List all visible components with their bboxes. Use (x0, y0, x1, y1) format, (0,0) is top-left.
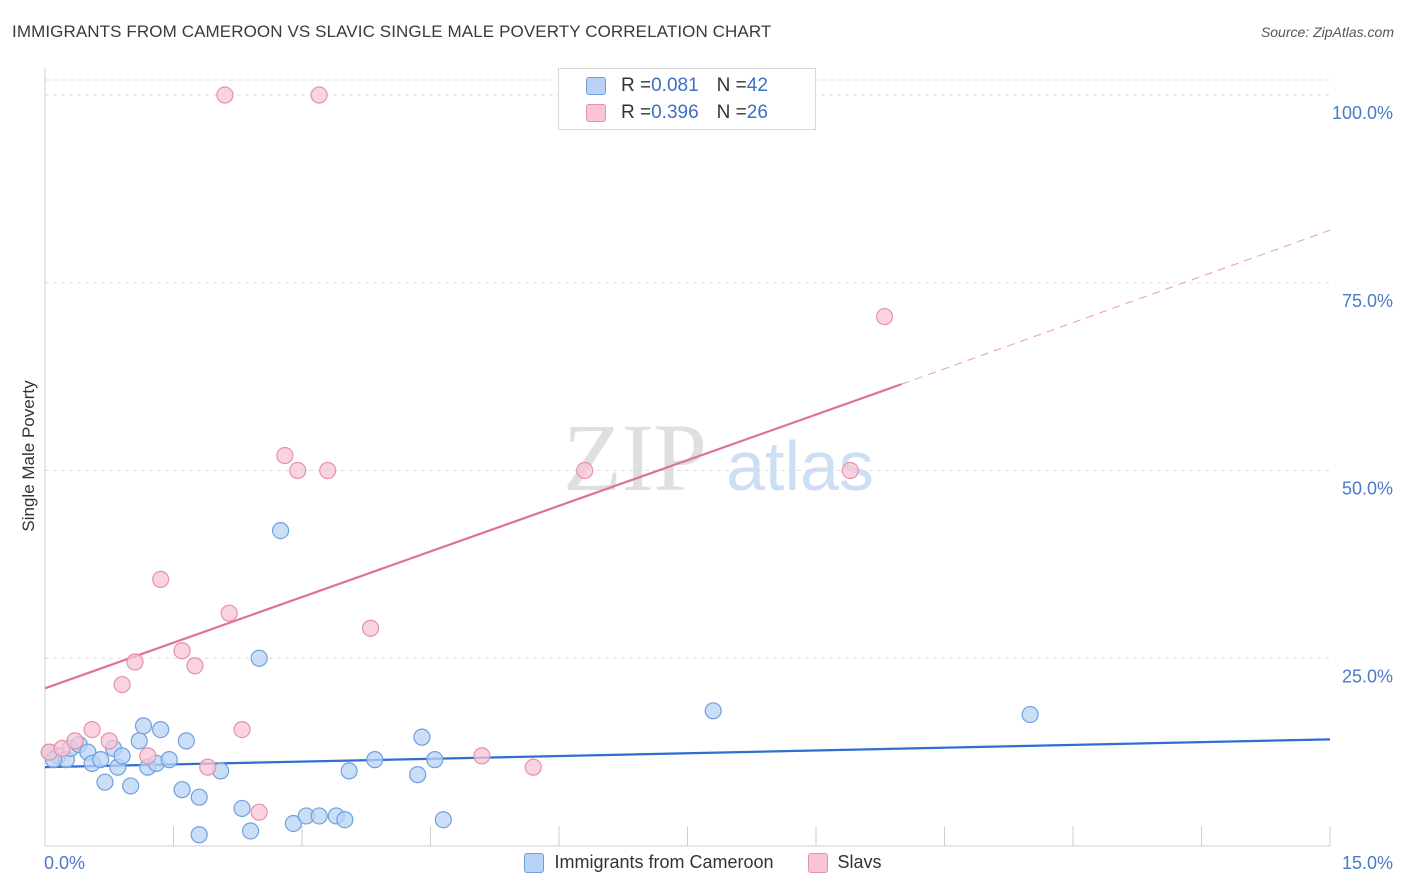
cameroon-point (434, 811, 452, 829)
cameroon-point (190, 826, 208, 844)
cameroon-point (134, 717, 153, 735)
slavs-point (53, 739, 71, 757)
slavs-point (473, 747, 491, 765)
cameroon-point (160, 751, 178, 769)
n-value: 42 (746, 75, 768, 96)
cameroon-point (250, 649, 268, 667)
cameroon-point (130, 732, 148, 750)
slavs-point (250, 803, 268, 821)
cameroon-point (96, 773, 114, 791)
watermark-zip: ZIP (563, 404, 707, 511)
slavs-point (289, 461, 307, 480)
legend-swatch-slavs (807, 852, 828, 873)
slavs-point (524, 758, 542, 776)
stats-row-slavs: R = 0.396 N = 26 (586, 102, 768, 124)
y-tick-label: 25.0% (1342, 666, 1393, 686)
slavs-point (139, 747, 157, 765)
slavs-point (233, 720, 251, 739)
slavs-point (152, 570, 170, 589)
slavs-point (126, 653, 144, 671)
slavs-point (319, 461, 337, 480)
grid-lines (45, 79, 1330, 659)
cameroon-point (177, 732, 195, 750)
x-tick-label: 15.0% (1342, 853, 1393, 873)
cameroon-point (122, 777, 140, 795)
slavs-trend-extension (901, 229, 1331, 385)
legend-item-slavs[interactable]: Slavs (807, 852, 882, 873)
stats-legend: R = 0.081 N = 42 R = 0.396 N = 26 (558, 68, 816, 130)
cameroon-point (242, 822, 260, 840)
cameroon-point (113, 747, 131, 765)
legend-swatch-cameroon (524, 852, 545, 873)
r-value: 0.396 (651, 102, 699, 123)
slavs-point (186, 657, 204, 675)
slavs-point (310, 86, 328, 104)
cameroon-trend-line (44, 738, 1331, 769)
slavs-point (83, 720, 101, 739)
cameroon-point (92, 751, 110, 769)
slavs-point (220, 604, 238, 622)
cameroon-point (426, 751, 444, 769)
slavs-point (361, 619, 380, 637)
cameroon-point (704, 702, 722, 720)
slavs-point (875, 307, 894, 326)
x-tick-label: 0.0% (44, 853, 85, 873)
cameroon-point (310, 807, 328, 825)
cameroon-point (340, 762, 358, 780)
y-tick-label: 50.0% (1342, 479, 1393, 499)
cameroon-point (336, 811, 354, 829)
slavs-trend-line (44, 383, 903, 690)
slavs-point (113, 675, 131, 694)
tick-labels: 25.0% 50.0% 75.0% 100.0% 0.0% 15.0% (44, 103, 1393, 873)
slavs-point (276, 446, 294, 465)
watermark: ZIP atlas (563, 404, 874, 511)
n-value: 26 (746, 102, 768, 123)
y-tick-label: 100.0% (1332, 103, 1393, 123)
cameroon-point (173, 781, 191, 799)
cameroon-point (409, 766, 427, 784)
legend-label-cameroon: Immigrants from Cameroon (554, 852, 774, 872)
slavs-point (576, 461, 594, 480)
axes (44, 68, 1331, 847)
slavs-point (100, 732, 118, 750)
trend-lines (44, 229, 1331, 769)
cameroon-swatch (586, 77, 606, 95)
r-label: R = (621, 75, 652, 96)
chart-title: IMMIGRANTS FROM CAMEROON VS SLAVIC SINGL… (12, 22, 772, 41)
series-legend: Immigrants from Cameroon Slavs (0, 852, 1406, 873)
cameroon-point (366, 751, 384, 769)
cameroon-point (271, 521, 290, 540)
cameroon-point (1021, 705, 1039, 724)
slavs-point (841, 461, 859, 480)
legend-item-cameroon[interactable]: Immigrants from Cameroon (524, 852, 774, 873)
n-label: N = (716, 75, 747, 96)
slavs-point (199, 758, 217, 776)
slavs-point (173, 642, 191, 660)
cameroon-points (40, 521, 1039, 844)
y-axis-label: Single Male Poverty (19, 380, 38, 532)
data-points (40, 86, 1039, 844)
cameroon-point (413, 728, 431, 746)
cameroon-point (233, 799, 251, 818)
r-label: R = (621, 102, 652, 123)
cameroon-point (152, 720, 170, 739)
source-label: Source: ZipAtlas.com (1260, 24, 1394, 40)
r-value: 0.081 (651, 75, 699, 96)
slavs-swatch (586, 104, 606, 122)
slavs-points (40, 86, 894, 821)
legend-label-slavs: Slavs (837, 852, 882, 872)
slavs-point (216, 86, 234, 104)
slavs-point (66, 732, 84, 750)
cameroon-point (190, 788, 208, 806)
y-tick-label: 75.0% (1342, 291, 1393, 311)
n-label: N = (716, 102, 747, 123)
cameroon-point (284, 814, 303, 833)
stats-row-cameroon: R = 0.081 N = 42 (586, 75, 768, 97)
